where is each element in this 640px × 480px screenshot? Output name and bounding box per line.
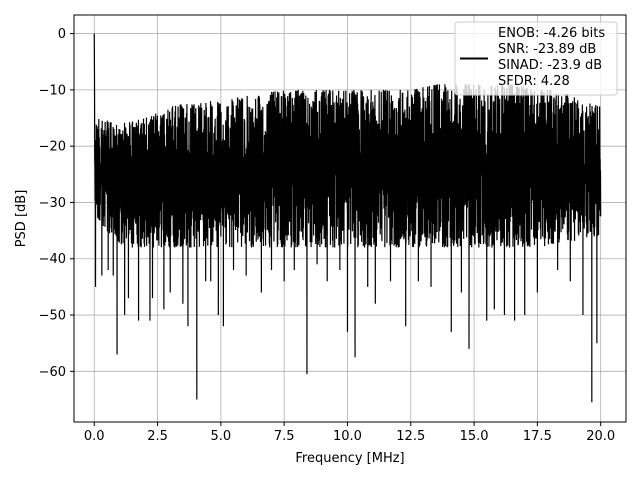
legend-label-line: SFDR: 4.28 [498, 74, 570, 89]
legend-box [454, 21, 618, 96]
y-tick-label: −40 [39, 252, 66, 267]
legend-label-line: SINAD: -23.9 dB [498, 58, 602, 73]
x-tick-label: 15.0 [460, 429, 489, 444]
legend: ENOB: -4.26 bits SNR: -23.89 dB SINAD: -23… [454, 21, 618, 96]
y-axis-label: PSD [dB] [14, 190, 29, 248]
x-tick-label: 17.5 [523, 429, 552, 444]
ticks: 0.0 2.5 5.0 7.5 10.0 12.5 15.0 17.5 20.0 0 −10 −20 −… [39, 27, 616, 444]
series-layer [93, 33, 602, 403]
x-tick-label: 20.0 [586, 429, 615, 444]
x-tick-label: 10.0 [333, 429, 362, 444]
psd-series-line [93, 33, 602, 403]
x-tick-label: 12.5 [396, 429, 425, 444]
y-tick-label: −10 [39, 83, 66, 98]
y-tick-label: −20 [39, 140, 66, 155]
y-tick-label: −60 [39, 365, 66, 380]
axes-frame [73, 14, 627, 423]
legend-label-line: SNR: -23.89 dB [498, 42, 596, 57]
plot-border [73, 14, 627, 423]
y-tick-label: −50 [39, 309, 66, 324]
legend-label: ENOB: -4.26 bits SNR: -23.89 dB SINAD: -23… [498, 26, 605, 89]
x-tick-label: 7.5 [274, 429, 295, 444]
x-tick-label: 0.0 [84, 429, 105, 444]
x-tick-label: 2.5 [147, 429, 168, 444]
legend-label-line: ENOB: -4.26 bits [498, 26, 605, 41]
x-axis-label: Frequency [MHz] [295, 451, 404, 466]
y-tick-label: −30 [39, 196, 66, 211]
y-tick-label: 0 [58, 27, 66, 42]
x-tick-label: 5.0 [211, 429, 232, 444]
